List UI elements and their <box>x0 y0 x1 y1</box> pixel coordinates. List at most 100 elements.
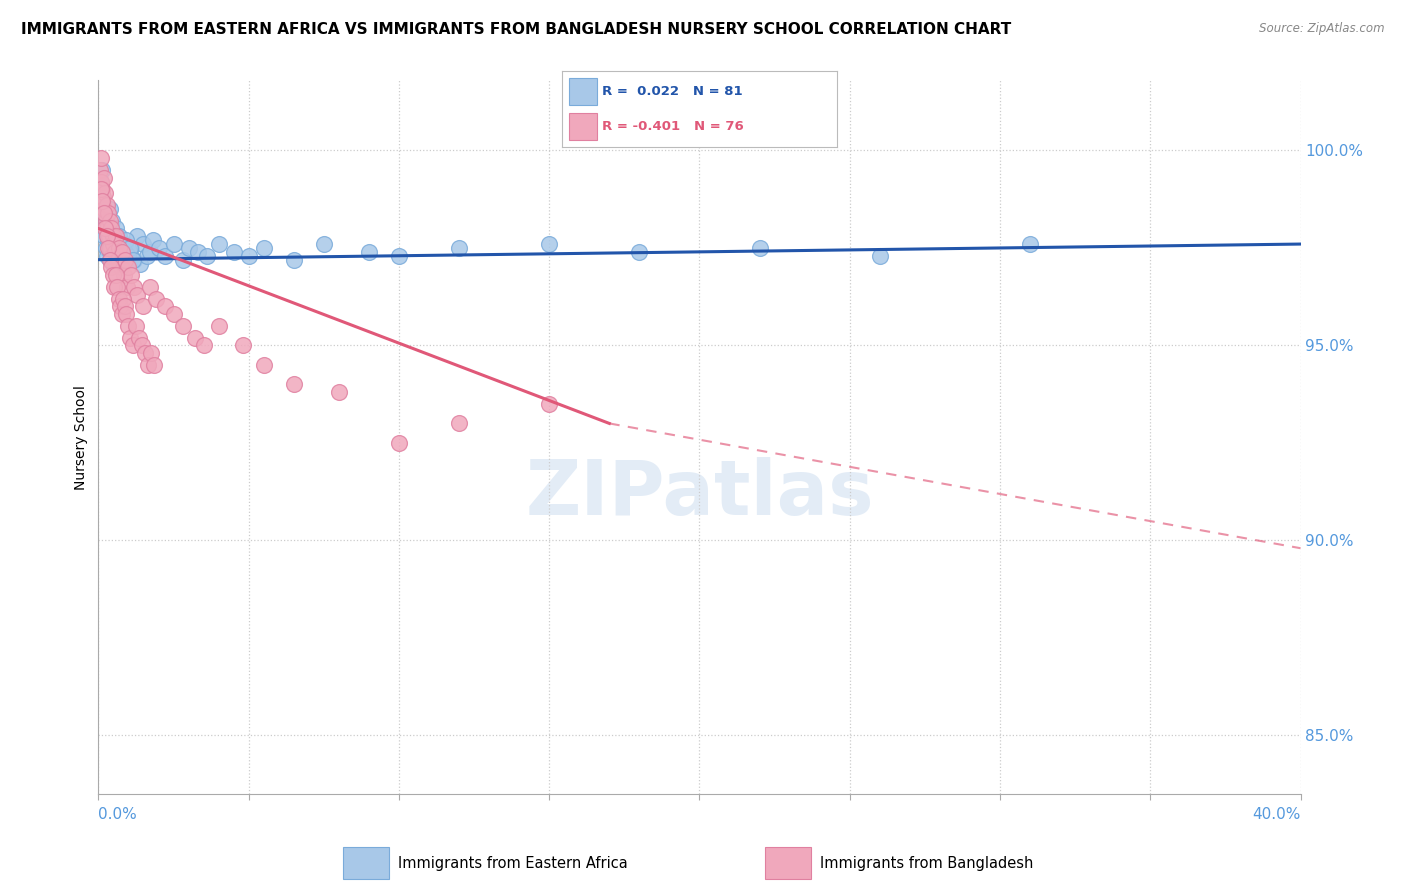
Point <box>112 268 135 283</box>
Point <box>100 225 122 239</box>
Point <box>97 206 120 220</box>
Point <box>101 268 124 283</box>
Point <box>96 221 118 235</box>
Point <box>283 252 305 267</box>
Point <box>131 338 153 352</box>
Point <box>98 213 121 227</box>
Point <box>89 175 111 189</box>
Point <box>141 233 163 247</box>
Text: 40.0%: 40.0% <box>1253 807 1301 822</box>
Text: ZIPatlas: ZIPatlas <box>526 458 873 531</box>
Point <box>172 252 194 267</box>
Point <box>96 218 118 232</box>
Point <box>94 210 117 224</box>
Point <box>104 252 127 267</box>
Point <box>101 229 124 244</box>
Point <box>312 237 335 252</box>
Point <box>538 397 561 411</box>
Point <box>101 237 124 252</box>
Point <box>121 241 143 255</box>
Point <box>115 307 138 321</box>
Point <box>108 241 131 255</box>
Text: R =  0.022   N = 81: R = 0.022 N = 81 <box>602 86 742 98</box>
Point <box>93 170 115 185</box>
Point <box>90 190 112 204</box>
Point <box>117 249 139 263</box>
Point <box>127 229 149 244</box>
Point <box>94 241 117 255</box>
Point <box>125 318 148 333</box>
Point <box>96 198 118 212</box>
Point <box>124 280 146 294</box>
Point <box>135 249 157 263</box>
Point <box>93 206 115 220</box>
Point <box>98 244 121 259</box>
Point <box>187 244 209 259</box>
Point <box>253 241 276 255</box>
Point <box>388 249 411 263</box>
Point <box>117 318 139 333</box>
FancyBboxPatch shape <box>569 78 596 105</box>
Point <box>104 241 127 255</box>
FancyBboxPatch shape <box>765 847 811 879</box>
Point <box>93 221 115 235</box>
Point <box>447 417 470 431</box>
Point <box>91 194 114 209</box>
Point <box>91 202 114 216</box>
Point <box>114 300 136 314</box>
Point <box>148 241 170 255</box>
Point <box>91 182 114 196</box>
Point <box>110 260 132 275</box>
Point <box>96 229 118 244</box>
Point <box>105 280 128 294</box>
Point <box>97 229 120 244</box>
Point <box>97 237 120 252</box>
Point <box>124 252 146 267</box>
Point <box>132 300 155 314</box>
Point <box>91 163 114 178</box>
Point <box>93 206 115 220</box>
Point <box>129 256 152 270</box>
Point <box>153 249 176 263</box>
Point <box>118 241 141 255</box>
Point <box>628 244 651 259</box>
Point <box>108 292 131 306</box>
Point <box>103 280 125 294</box>
Point <box>105 229 128 244</box>
Point <box>138 244 160 259</box>
Point <box>447 241 470 255</box>
Point <box>283 377 305 392</box>
Point <box>114 237 136 252</box>
Point <box>111 307 134 321</box>
Point <box>104 244 127 259</box>
Point <box>195 249 218 263</box>
Point <box>105 252 128 267</box>
Point <box>91 194 114 209</box>
Text: Immigrants from Eastern Africa: Immigrants from Eastern Africa <box>398 855 627 871</box>
Point <box>115 280 138 294</box>
Point <box>104 268 127 283</box>
Text: 0.0%: 0.0% <box>98 807 138 822</box>
Point <box>110 300 132 314</box>
Point <box>1019 237 1042 252</box>
Point <box>89 213 111 227</box>
Point <box>105 221 128 235</box>
Point <box>89 182 111 196</box>
Point <box>538 237 561 252</box>
Point <box>112 252 135 267</box>
Point <box>253 358 276 372</box>
Point <box>100 221 122 235</box>
Point <box>103 256 125 270</box>
Point <box>93 229 115 244</box>
Point <box>97 233 120 247</box>
Point <box>208 318 231 333</box>
Point <box>103 229 125 244</box>
Point <box>869 249 891 263</box>
Point <box>162 307 184 321</box>
Point <box>114 244 136 259</box>
Point <box>112 292 135 306</box>
Point <box>89 163 111 178</box>
Point <box>177 241 200 255</box>
Point <box>136 358 159 372</box>
Point <box>172 318 194 333</box>
